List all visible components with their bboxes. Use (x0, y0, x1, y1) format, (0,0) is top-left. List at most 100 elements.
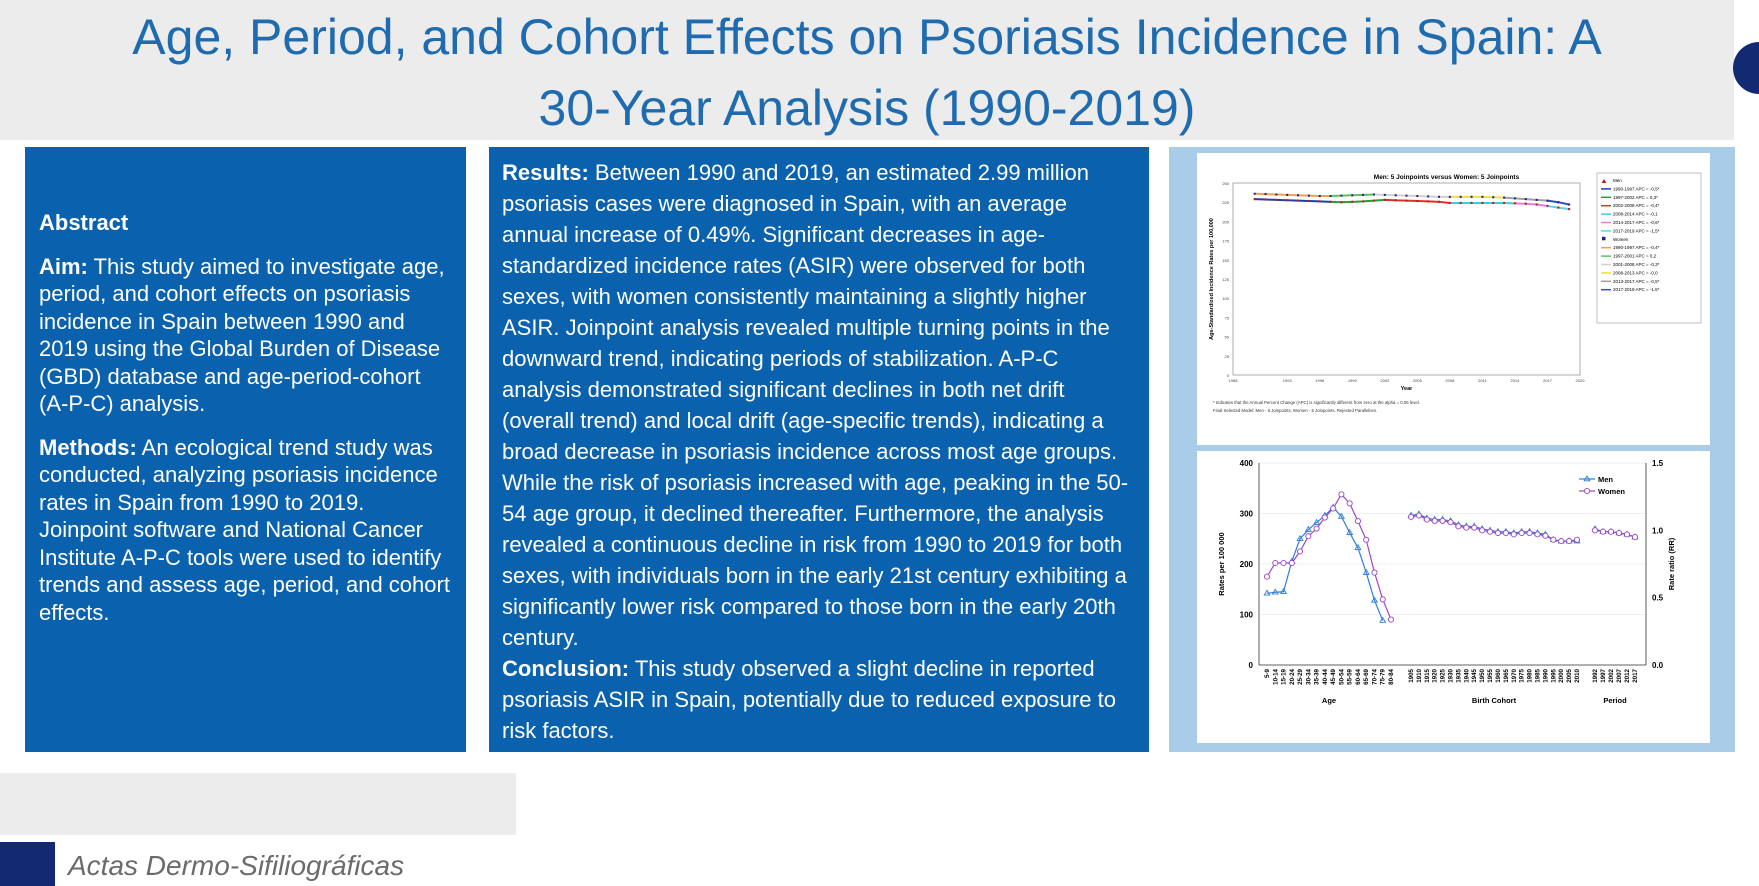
women-point (1486, 528, 1494, 535)
men-point (1481, 201, 1484, 205)
women-point (1431, 517, 1438, 524)
women-point (1439, 517, 1446, 524)
women-point (1535, 198, 1538, 201)
x-tick-label: 5-9 (1264, 668, 1271, 678)
x-tick-label: 2017 (1632, 668, 1639, 682)
women-point (1558, 538, 1565, 545)
women-point (1394, 194, 1397, 197)
women-point (1573, 536, 1581, 543)
women-point (1263, 573, 1271, 580)
men-point (1557, 206, 1560, 209)
women-point (1330, 505, 1337, 512)
women-point (1307, 194, 1310, 197)
women-point (1362, 193, 1365, 196)
methods-text: An ecological trend study was conducted,… (39, 434, 450, 625)
conclusion-text: This study observed a slight decline in … (502, 656, 1116, 743)
women-point (1288, 559, 1295, 567)
women-point (1351, 194, 1354, 197)
women-point (1546, 199, 1549, 202)
plot-area (1232, 182, 1581, 376)
legend-label: 2008-2013 APC = -0,0 (1613, 270, 1658, 275)
x-tick-label: 45-49 (1330, 668, 1337, 684)
x-tick-label: 1990 (1542, 668, 1549, 682)
men-point (1351, 200, 1354, 204)
women-point (1526, 529, 1533, 537)
legend-label: 2008-2014 APC = -0,1 (1613, 212, 1658, 217)
men-point (1304, 525, 1312, 532)
men-point (1372, 199, 1376, 202)
methods-label: Methods: (39, 434, 137, 460)
women-point (1387, 616, 1395, 623)
apc-chart: 0 100 200 300 400 0.0 0.5 1.0 1.5 Rates per 100 0… (1197, 451, 1710, 743)
x-axis-label: Birth Cohort (1472, 696, 1517, 705)
women-point (1405, 194, 1408, 197)
x-tick-label: 60-64 (1355, 668, 1362, 684)
x-tick-label: 1988 (1229, 378, 1239, 383)
x-tick-label: 80-84 (1388, 668, 1395, 684)
men-point (1296, 199, 1300, 202)
women-point (1275, 193, 1278, 196)
x-tick-label: 20-24 (1289, 668, 1296, 684)
x-tick-label: 2005 (1413, 378, 1423, 383)
women-point (1286, 193, 1289, 196)
x-tick-label: 1999 (1348, 378, 1358, 383)
x-tick-label: 1960 (1495, 668, 1502, 682)
men-point (1286, 199, 1289, 202)
women-point (1524, 198, 1527, 201)
women-point (1510, 531, 1517, 538)
men-point (1313, 518, 1321, 525)
legend-women-marker (1583, 487, 1591, 495)
legend-label: 1997-2001 APC = 0,2 (1613, 254, 1657, 259)
x-tick-label: 1970 (1511, 668, 1518, 682)
aim-text: This study aimed to investigate age, per… (39, 253, 445, 417)
women-point (1272, 559, 1279, 567)
y-tick-label: 50 (1225, 335, 1230, 340)
chart-title: Men: 5 Joinpoints versus Women: 5 Joinpo… (1374, 174, 1520, 181)
men-point (1307, 199, 1311, 203)
women-point (1340, 194, 1343, 197)
y-tick-label: 300 (1240, 510, 1254, 519)
aim-label: Aim: (39, 253, 88, 279)
x-tick-label: 1905 (1408, 668, 1415, 682)
legend-label: 2014-2017 APC = -0,6* (1613, 220, 1660, 225)
x-tick-label: 1915 (1424, 668, 1431, 682)
x-tick-label: 1910 (1416, 668, 1423, 682)
trend-segment (1373, 193, 1450, 198)
women-line (1410, 514, 1578, 542)
women-point (1513, 197, 1516, 200)
x-tick-label: 2002 (1380, 378, 1390, 383)
trend-segment (1254, 198, 1331, 203)
men-point (1271, 588, 1279, 595)
joinpoint-chart-svg: Men: 5 Joinpoints versus Women: 5 Joinpo… (1209, 172, 1702, 413)
x-tick-label: 1925 (1440, 668, 1447, 682)
women-point (1438, 195, 1441, 198)
x-tick-label: 40-44 (1322, 668, 1329, 684)
women-point (1363, 536, 1370, 543)
x-tick-label: 2007 (1616, 668, 1623, 682)
x-tick-label: 2000 (1558, 668, 1565, 682)
results-paragraph: Results: Between 1990 and 2019, an estim… (502, 157, 1135, 653)
women-point (1623, 531, 1631, 538)
legend-men-marker (1601, 179, 1607, 183)
x-tick-label: 10-14 (1272, 668, 1279, 684)
legend-label: Men (1598, 475, 1613, 484)
y-tick-label: 0 (1227, 373, 1230, 378)
x-tick-label: 2020 (1576, 378, 1586, 383)
women-point (1455, 523, 1462, 530)
x-tick-label: 1996 (1315, 378, 1325, 383)
conclusion-label: Conclusion: (502, 656, 630, 681)
women-point (1534, 531, 1541, 538)
y-tick-label: 100 (1240, 611, 1254, 620)
women-point (1329, 195, 1332, 198)
women-point (1503, 196, 1506, 199)
women-point (1297, 194, 1300, 197)
y-right-tick-label: 0.5 (1652, 594, 1664, 603)
women-point (1518, 529, 1525, 537)
x-tick-label: 70-74 (1371, 668, 1378, 684)
y-tick-label: 25 (1225, 354, 1230, 359)
x-tick-label: 35-39 (1314, 668, 1321, 684)
x-tick-label: 2011 (1478, 378, 1487, 383)
x-tick-label: 1950 (1479, 668, 1486, 682)
footer-square (0, 842, 55, 886)
men-point (1264, 198, 1267, 201)
